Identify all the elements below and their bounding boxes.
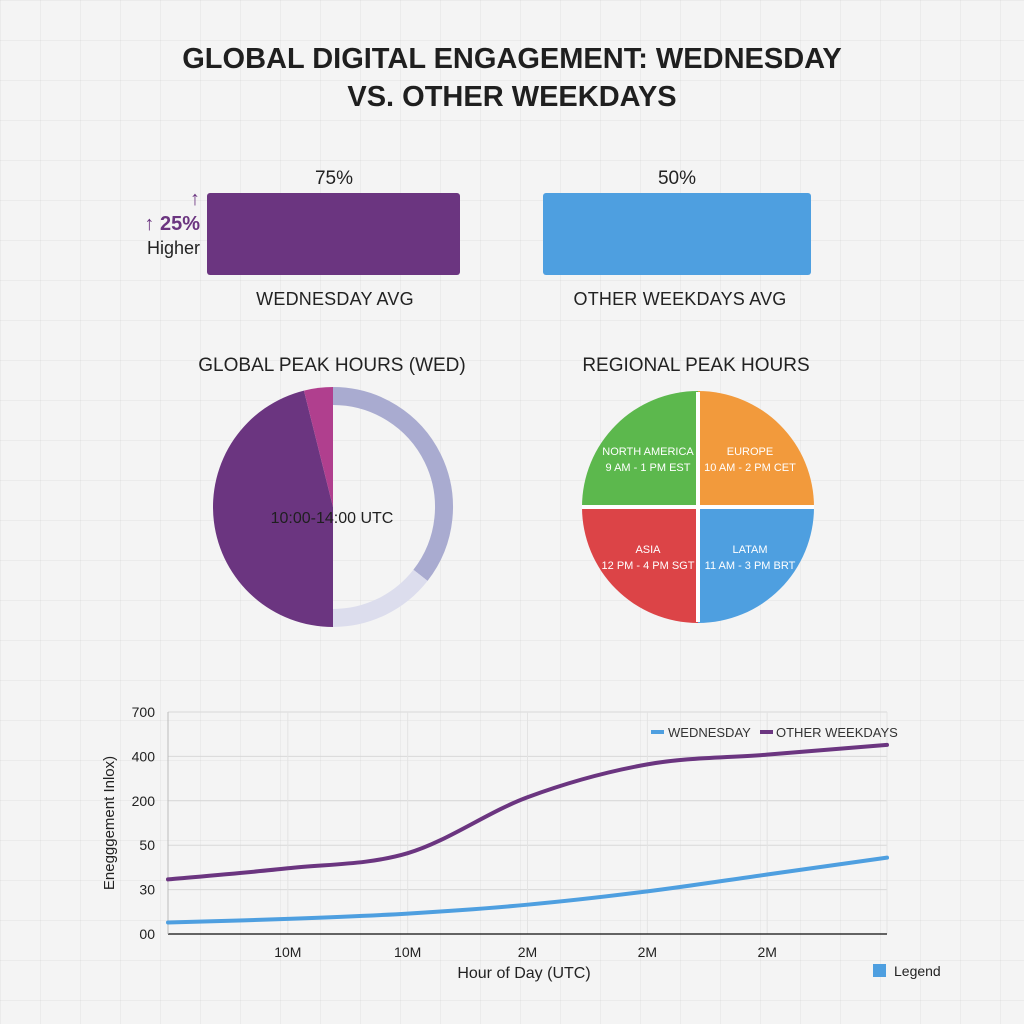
peak-accent-slice	[303, 387, 333, 507]
wednesday-bar	[207, 193, 460, 275]
engagement-line-chart: 700 400 200 50 30 00 10M 10M 2M 2M 2M Hour of Day…	[101, 704, 941, 982]
y-tick-label: 30	[139, 882, 155, 898]
peak-half-slice	[212, 390, 333, 627]
others-label: OTHER WEEKDAYS AVG	[573, 289, 787, 309]
page-title: GLOBAL DIGITAL ENGAGEMENT: WEDNESDAY VS.…	[182, 43, 842, 113]
region-name-latam: LATAM	[732, 544, 767, 556]
legend-extra-swatch	[873, 964, 886, 977]
ring-segment-dark	[332, 387, 453, 581]
global-peak-center-label: 10:00-14:00 UTC	[271, 510, 394, 527]
up-arrow-icon: ↑	[190, 188, 200, 210]
region-name-asia: ASIA	[635, 544, 661, 556]
wednesday-percent: 75%	[314, 168, 354, 189]
pie-slice-latam	[698, 507, 814, 623]
pie-slice-north-america	[582, 391, 698, 507]
pie-slice-asia	[582, 507, 698, 623]
global-peak-title: GLOBAL PEAK HOURS (WED)	[198, 355, 466, 376]
x-axis-label: Hour of Day (UTC)	[457, 965, 590, 982]
legend-label-wednesday: WEDNESDAY	[668, 725, 751, 740]
region-hours-north-america: 9 AM - 1 PM EST	[606, 462, 691, 474]
delta-value: ↑ 25%	[144, 213, 200, 235]
x-tick-label: 2M	[518, 944, 537, 960]
x-tick-label: 10M	[394, 944, 421, 960]
y-tick-label: 700	[132, 704, 156, 720]
region-hours-latam: 11 AM - 3 PM BRT	[705, 560, 796, 572]
pie-slice-europe	[698, 391, 814, 507]
y-tick-label: 50	[139, 837, 155, 853]
region-hours-europe: 10 AM - 2 PM CET	[704, 462, 796, 474]
delta-text: Higher	[146, 238, 200, 258]
series-line-other-weekdays	[166, 742, 889, 882]
y-axis-label: Enegggement Inlox)	[101, 756, 118, 890]
ring-segment-light	[332, 569, 428, 627]
region-hours-asia: 12 PM - 4 PM SGT	[602, 560, 695, 572]
regional-peak-chart: NORTH AMERICA 9 AM - 1 PM EST EUROPE 10 …	[582, 391, 814, 623]
y-tick-label: 00	[139, 926, 155, 942]
series-line-wednesday	[166, 855, 889, 925]
regional-peak-title: REGIONAL PEAK HOURS	[582, 355, 810, 376]
others-percent: 50%	[657, 168, 697, 189]
global-peak-chart: 10:00-14:00 UTC	[212, 387, 453, 627]
y-tick-label: 200	[132, 793, 156, 809]
x-tick-label: 2M	[757, 944, 776, 960]
region-name-north-america: NORTH AMERICA	[602, 446, 694, 458]
x-tick-label: 2M	[638, 944, 657, 960]
x-tick-label: 10M	[274, 944, 301, 960]
legend-extra-label: Legend	[894, 963, 941, 979]
others-bar	[543, 193, 811, 275]
region-name-europe: EUROPE	[727, 446, 773, 458]
y-tick-label: 400	[132, 748, 156, 764]
wednesday-label: WEDNESDAY AVG	[256, 289, 414, 309]
legend-label-other-weekdays: OTHER WEEKDAYS	[776, 725, 898, 740]
